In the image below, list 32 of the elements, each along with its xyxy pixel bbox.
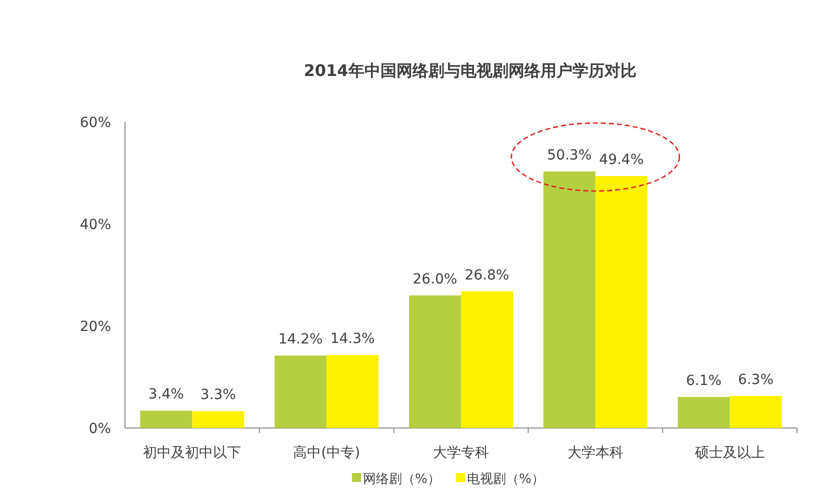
legend-label: 网络剧（%） xyxy=(363,472,440,487)
y-tick-label: 20% xyxy=(80,319,111,335)
y-tick-label: 40% xyxy=(80,217,111,233)
x-tick-label: 大学本科 xyxy=(567,445,624,461)
data-label: 26.8% xyxy=(464,267,510,284)
x-tick-label: 硕士及以上 xyxy=(694,445,765,461)
data-label: 3.4% xyxy=(148,386,184,403)
bar xyxy=(274,356,327,428)
data-label: 14.3% xyxy=(330,331,375,348)
x-tick-label: 大学专科 xyxy=(433,445,489,461)
data-label: 6.3% xyxy=(738,372,774,388)
data-label: 3.3% xyxy=(200,387,236,404)
x-tick-label: 高中(中专) xyxy=(293,445,360,461)
y-tick-label: 60% xyxy=(80,115,111,131)
bar xyxy=(678,396,730,428)
bar xyxy=(543,171,596,428)
bar xyxy=(595,176,648,428)
legend-label: 电视剧（%） xyxy=(467,472,544,487)
data-label: 50.3% xyxy=(547,147,592,164)
bar xyxy=(140,410,192,428)
bar xyxy=(192,411,244,428)
y-tick-label: 0% xyxy=(88,421,111,437)
data-label: 49.4% xyxy=(599,152,644,168)
bar xyxy=(730,396,782,428)
bar xyxy=(461,291,513,428)
x-tick-label: 初中及初中以下 xyxy=(143,445,242,461)
chart-title: 2014年中国网络剧与电视剧网络用户学历对比 xyxy=(304,61,636,80)
data-label: 26.0% xyxy=(412,271,458,288)
bar xyxy=(409,295,461,428)
data-label: 6.1% xyxy=(686,372,722,389)
bar xyxy=(326,355,379,428)
data-label: 14.2% xyxy=(278,332,323,348)
